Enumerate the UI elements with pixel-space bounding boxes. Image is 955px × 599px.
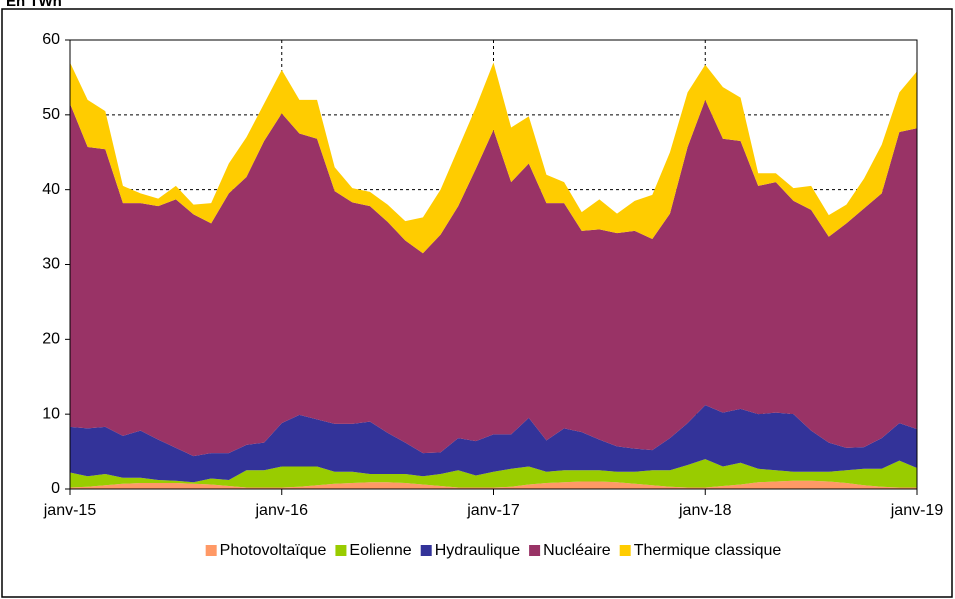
legend-label: Thermique classique	[634, 542, 782, 559]
legend-swatch	[335, 545, 347, 556]
y-tick-label: 50	[42, 106, 60, 123]
legend-label: Hydraulique	[435, 542, 520, 559]
y-tick-label: 0	[51, 480, 60, 497]
legend-swatch	[619, 545, 631, 556]
legend-label: Eolienne	[349, 542, 411, 559]
area	[70, 99, 917, 457]
x-tick-label: janv-16	[255, 502, 309, 519]
legend-swatch	[529, 545, 541, 556]
area	[70, 62, 917, 254]
y-tick-label: 60	[42, 31, 60, 48]
y-tick-label: 20	[42, 331, 60, 348]
legend: Photovoltaïque Eolienne Hydraulique Nucléai…	[205, 542, 782, 559]
chart-title: En TWh	[6, 0, 62, 10]
x-tick-label: janv-19	[890, 502, 944, 519]
x-tick-label: janv-15	[43, 502, 97, 519]
area	[70, 480, 917, 489]
legend-swatch	[420, 545, 432, 556]
area	[70, 459, 917, 488]
area	[70, 405, 917, 483]
x-tick-label: janv-17	[466, 502, 520, 519]
legend-label: Photovoltaïque	[220, 542, 327, 559]
x-tick-label: janv-18	[678, 502, 732, 519]
y-tick-label: 40	[42, 181, 60, 198]
legend-swatch	[205, 545, 217, 556]
y-tick-label: 30	[42, 256, 60, 273]
legend-label: Nucléaire	[543, 542, 611, 559]
y-tick-label: 10	[42, 405, 60, 422]
